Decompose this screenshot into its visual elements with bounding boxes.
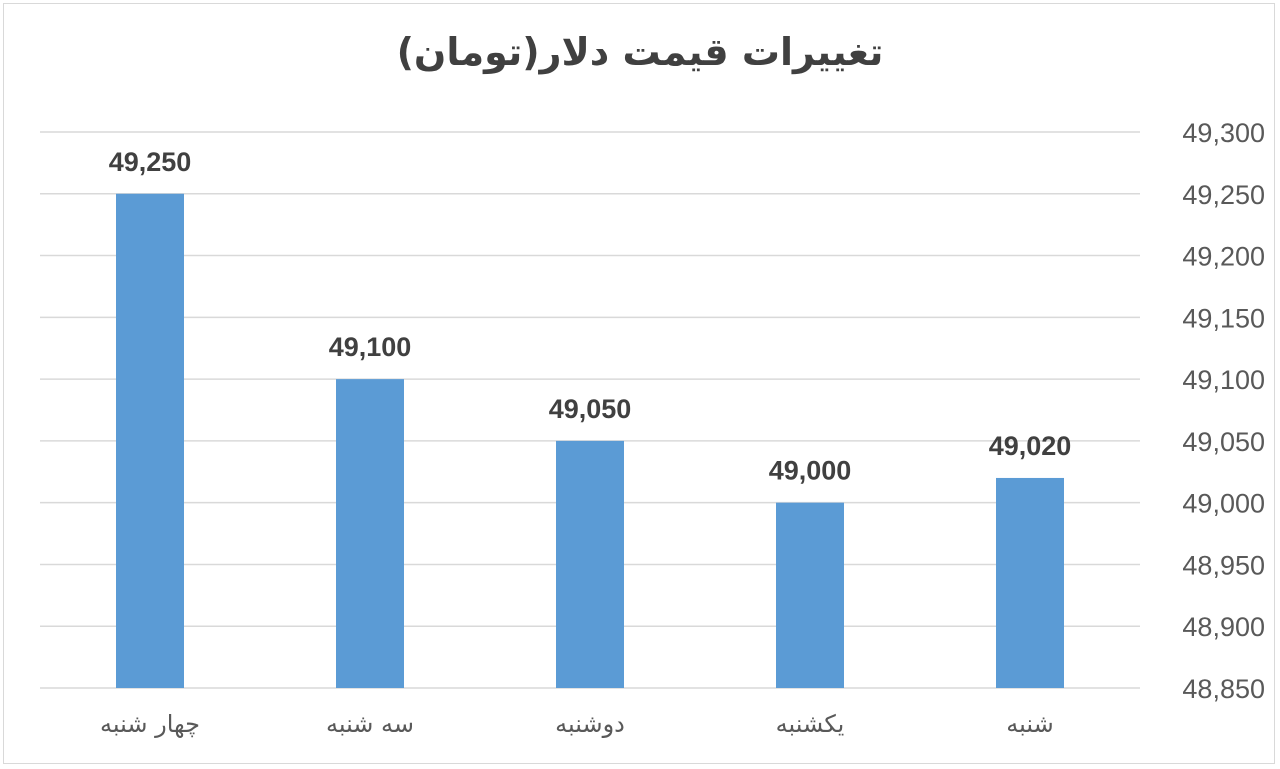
y-tick-label: 49,200 <box>1182 242 1265 272</box>
x-tick-label: شنبه <box>1006 710 1053 738</box>
data-label: 49,020 <box>989 431 1072 461</box>
bar <box>116 193 184 688</box>
x-tick-label: سه شنبه <box>326 710 414 738</box>
y-tick-label: 49,300 <box>1182 118 1265 148</box>
y-tick-label: 49,150 <box>1182 303 1265 333</box>
data-label: 49,100 <box>329 332 412 362</box>
y-tick-label: 49,250 <box>1182 180 1265 210</box>
data-label: 49,000 <box>769 456 852 486</box>
bar <box>996 477 1064 688</box>
x-tick-label: دوشنبه <box>555 710 625 738</box>
x-tick-label: چهار شنبه <box>100 710 200 738</box>
bar <box>776 502 844 688</box>
chart-title: تغییرات قیمت دلار(تومان) <box>396 30 884 74</box>
y-tick-label: 48,850 <box>1182 674 1265 704</box>
y-tick-label: 48,900 <box>1182 612 1265 642</box>
bar <box>556 440 624 688</box>
y-tick-label: 49,100 <box>1182 365 1265 395</box>
data-label: 49,050 <box>549 394 632 424</box>
y-tick-label: 48,950 <box>1182 550 1265 580</box>
bar <box>336 379 404 688</box>
data-label: 49,250 <box>109 147 192 177</box>
x-tick-label: یکشنبه <box>776 710 845 738</box>
y-tick-label: 49,050 <box>1182 427 1265 457</box>
y-tick-label: 49,000 <box>1182 489 1265 519</box>
